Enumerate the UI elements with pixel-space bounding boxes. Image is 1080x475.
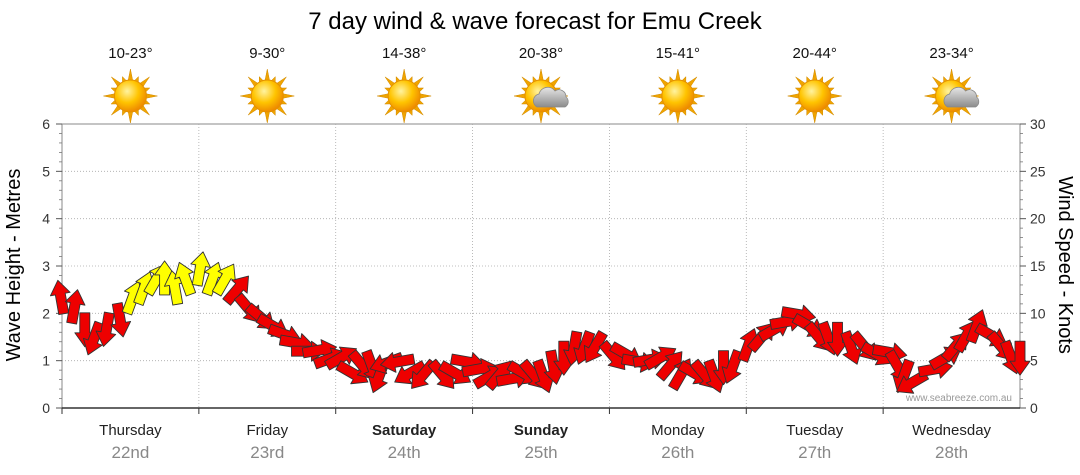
wind-arrow (380, 352, 416, 373)
day-date: 24th (388, 443, 421, 462)
right-tick-label: 15 (1030, 258, 1046, 274)
day-name-tuesday: Tuesday (786, 422, 843, 439)
left-tick-label: 2 (42, 305, 50, 321)
sun-icon (377, 68, 432, 124)
left-tick-label: 3 (42, 258, 50, 274)
day-name-thursday: Thursday (99, 422, 162, 439)
left-tick-label: 5 (42, 163, 50, 179)
sun-icon (240, 68, 295, 124)
day-name-sunday: Sunday (514, 422, 569, 439)
left-tick-label: 1 (42, 353, 50, 369)
left-tick-label: 6 (42, 116, 50, 132)
right-axis-label: Wind Speed - Knots (1054, 176, 1076, 354)
watermark: www.seabreeze.com.au (905, 393, 1012, 404)
temperature-range: 20-38° (519, 45, 563, 62)
wind-arrow (721, 349, 744, 384)
left-axis-label: Wave Height - Metres (3, 169, 25, 362)
sun-icon (787, 68, 842, 124)
day-name-saturday: Saturday (372, 422, 437, 439)
wind-arrows (49, 251, 1031, 394)
temperature-range: 20-44° (793, 45, 837, 62)
wind-arrow (110, 302, 132, 338)
wind-arrow (965, 309, 988, 344)
day-date: 28th (935, 443, 968, 462)
wind-arrow (583, 330, 608, 363)
wind-arrow (49, 279, 71, 316)
day-date: 23rd (250, 443, 284, 462)
wind-arrow (82, 320, 105, 356)
right-tick-label: 30 (1030, 116, 1046, 132)
temperature-range: 9-30° (249, 45, 285, 62)
temperature-range: 10-23° (108, 45, 152, 62)
day-date: 22nd (112, 443, 150, 462)
sun-icon (103, 68, 158, 124)
right-tick-label: 5 (1030, 353, 1038, 369)
wind-arrow (95, 311, 117, 347)
temperature-row: 10-23° 9-30° 14-38° 20-38° 15-41° 20-44° 23-34… (108, 45, 974, 62)
day-date: 26th (661, 443, 694, 462)
temperature-range: 14-38° (382, 45, 426, 62)
wind-arrow (190, 251, 211, 287)
wind-arrow (64, 289, 86, 325)
left-tick-label: 4 (42, 211, 50, 227)
right-tick-label: 20 (1030, 211, 1046, 227)
right-tick-label: 25 (1030, 163, 1046, 179)
right-axis-ticks: 0 5 10 15 20 25 30 (1020, 116, 1046, 416)
day-name-wednesday: Wednesday (912, 422, 991, 439)
sun-icon (650, 68, 705, 124)
weather-icon-row (103, 68, 980, 124)
wind-arrow (174, 261, 197, 297)
day-date: 25th (524, 443, 557, 462)
right-tick-label: 10 (1030, 305, 1046, 321)
temperature-range: 23-34° (929, 45, 973, 62)
partly-cloudy-icon (924, 68, 980, 124)
wind-arrow (222, 275, 249, 306)
day-labels: Thursday 22nd Friday 23rd Saturday 24th Sunday… (61, 408, 992, 462)
day-name-friday: Friday (246, 422, 288, 439)
day-date: 27th (798, 443, 831, 462)
wind-arrow (1009, 340, 1031, 376)
left-axis-ticks: 0 1 2 3 4 5 6 (42, 116, 62, 416)
partly-cloudy-icon (513, 68, 569, 124)
temperature-range: 15-41° (656, 45, 700, 62)
day-name-monday: Monday (651, 422, 705, 439)
left-tick-label: 0 (42, 400, 50, 416)
right-tick-label: 0 (1030, 400, 1038, 416)
wind-arrow (324, 346, 357, 371)
chart-title: 7 day wind & wave forecast for Emu Creek (308, 8, 763, 35)
